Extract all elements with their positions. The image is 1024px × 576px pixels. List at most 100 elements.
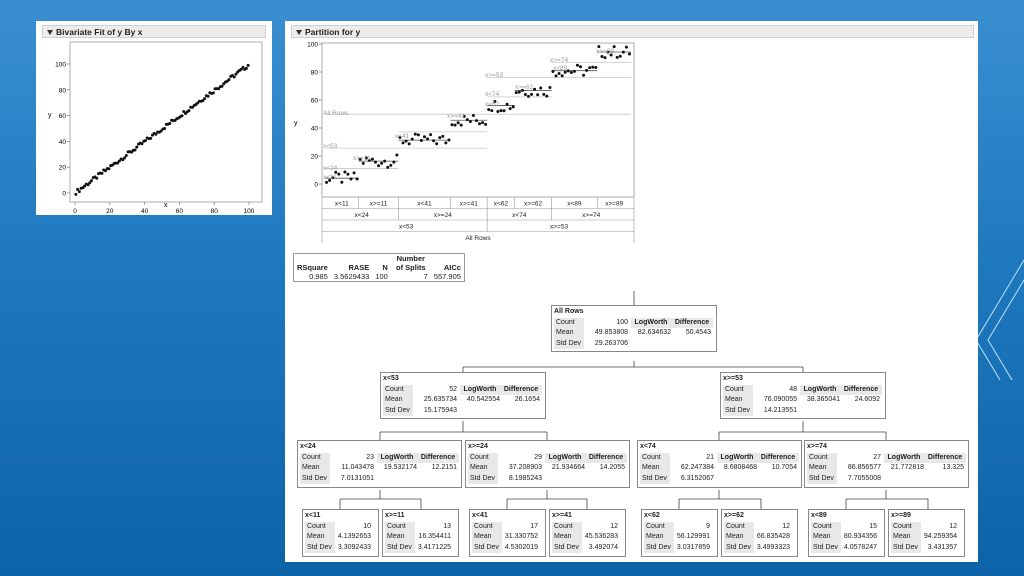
mean-label: Mean bbox=[300, 463, 330, 474]
partition-point bbox=[435, 142, 439, 146]
partition-point bbox=[523, 93, 527, 97]
tree-leaf-x-ge-62[interactable]: x>=62 Count 12 Mean 66.835428 Std Dev 3.499… bbox=[721, 509, 798, 557]
partition-point bbox=[471, 114, 475, 118]
std-value: 4.5302019 bbox=[504, 543, 538, 551]
partition-point bbox=[560, 74, 564, 78]
logworth-header: LogWorth bbox=[545, 452, 585, 463]
axis-split-label: x<24 bbox=[355, 212, 370, 219]
partition-point bbox=[554, 74, 558, 78]
partition-point bbox=[367, 158, 371, 162]
scatter-point bbox=[206, 94, 210, 98]
axis-split-label: x<11 bbox=[335, 201, 349, 208]
label-x-lt-62: x<62 bbox=[485, 101, 500, 108]
disclosure-icon[interactable] bbox=[47, 30, 53, 36]
partition-point bbox=[346, 172, 350, 176]
count-value: 12 bbox=[782, 522, 790, 530]
count-value: 48 bbox=[789, 385, 797, 393]
difference-header: Difference bbox=[757, 452, 799, 463]
count-label: Count bbox=[300, 452, 330, 463]
scatter-point bbox=[76, 187, 80, 191]
tree-leaf-x-ge-11[interactable]: x>=11 Count 13 Mean 16.354411 Std Dev 3.417… bbox=[382, 509, 459, 557]
scatter-point bbox=[86, 183, 90, 187]
node-title: x<89 bbox=[811, 512, 827, 519]
partition-point bbox=[373, 160, 377, 164]
summary-value-rsquare: 0.985 bbox=[309, 272, 328, 281]
summary-header-rase: RASE bbox=[348, 263, 370, 272]
partition-point bbox=[462, 114, 466, 118]
std-value: 15.175943 bbox=[423, 406, 457, 414]
label-x-ge-11: x>=11 bbox=[353, 155, 371, 162]
logworth-value: 82.634632 bbox=[637, 329, 671, 336]
partition-point bbox=[450, 123, 454, 127]
partition-point bbox=[563, 70, 567, 74]
mean-label: Mean bbox=[640, 463, 670, 474]
partition-y-tick-label: 100 bbox=[307, 42, 318, 49]
scatter-point bbox=[124, 153, 128, 157]
mean-value: 25.635734 bbox=[423, 396, 457, 403]
partition-point bbox=[542, 92, 546, 96]
tree-leaf-x-ge-41[interactable]: x>=41 Count 12 Mean 45.536283 Std Dev 3.492… bbox=[549, 509, 626, 557]
node-title: x>=53 bbox=[723, 375, 743, 382]
bivariate-title: Bivariate Fit of y By x bbox=[56, 27, 143, 37]
tree-leaf-x-lt-41[interactable]: x<41 Count 17 Mean 31.330752 Std Dev 4.5302… bbox=[469, 509, 546, 557]
disclosure-icon[interactable] bbox=[296, 30, 302, 36]
partition-point bbox=[352, 171, 356, 175]
partition-point bbox=[585, 68, 589, 72]
partition-point bbox=[526, 94, 530, 98]
mean-label: Mean bbox=[554, 328, 584, 339]
mean-value: 31.330752 bbox=[504, 533, 538, 540]
tree-node-x-ge-74[interactable]: x>=74 Count 27 LogWorth Difference Mean 86.8… bbox=[804, 440, 969, 488]
tree-node-x-lt-24[interactable]: x<24 Count 23 LogWorth Difference Mean 11.04… bbox=[297, 440, 462, 488]
count-value: 100 bbox=[616, 318, 628, 326]
logworth-value: 21.772818 bbox=[890, 464, 924, 471]
bivariate-panel: Bivariate Fit of y By x 0 20 40 60 80 100 0 20… bbox=[36, 21, 272, 215]
tree-leaf-x-lt-11[interactable]: x<11 Count 10 Mean 4.1392653 Std Dev 3.3092… bbox=[302, 509, 379, 557]
count-label: Count bbox=[554, 317, 584, 328]
partition-point bbox=[389, 163, 393, 167]
count-value: 17 bbox=[530, 522, 538, 530]
tree-node-x-ge-53[interactable]: x>=53 Count 48 LogWorth Difference Mean 76.0… bbox=[720, 372, 886, 419]
count-label: Count bbox=[640, 452, 670, 463]
scatter-point bbox=[116, 161, 120, 165]
axis-split-label: x<89 bbox=[567, 201, 582, 208]
count-label: Count bbox=[385, 521, 415, 532]
scatter-point bbox=[123, 156, 127, 160]
partition-point bbox=[484, 122, 488, 126]
tree-node-x-ge-24[interactable]: x>=24 Count 29 LogWorth Difference Mean 37.2… bbox=[465, 440, 630, 488]
tree-node-x-lt-74[interactable]: x<74 Count 21 LogWorth Difference Mean 62.24… bbox=[637, 440, 802, 488]
node-title: x<41 bbox=[472, 512, 488, 519]
tree-leaf-x-ge-89[interactable]: x>=89 Count 12 Mean 94.259354 Std Dev 3.431… bbox=[888, 509, 965, 557]
scatter-point bbox=[187, 109, 191, 113]
tree-node-x-lt-53[interactable]: x<53 Count 52 LogWorth Difference Mean 25.63… bbox=[380, 372, 546, 419]
std-label: Std Dev bbox=[891, 542, 921, 553]
summary-value-rase: 3.5629433 bbox=[333, 272, 370, 281]
partition-point bbox=[478, 122, 482, 126]
scatter-point bbox=[246, 63, 250, 67]
std-label: Std Dev bbox=[640, 473, 670, 484]
node-title: x<24 bbox=[300, 443, 316, 450]
tree-leaf-x-lt-89[interactable]: x<89 Count 15 Mean 80.934356 Std Dev 4.0578… bbox=[808, 509, 885, 557]
node-title: x>=24 bbox=[468, 443, 488, 450]
scatter-point bbox=[74, 192, 78, 196]
count-value: 10 bbox=[363, 522, 371, 530]
mean-value: 80.934356 bbox=[843, 533, 877, 540]
bivariate-header[interactable]: Bivariate Fit of y By x bbox=[42, 25, 266, 38]
std-value: 6.3152067 bbox=[680, 474, 714, 482]
partition-point bbox=[355, 177, 359, 181]
bivariate-x-tick-label: 60 bbox=[176, 208, 184, 215]
partition-point bbox=[358, 157, 362, 161]
scatter-point bbox=[135, 145, 139, 149]
mean-label: Mean bbox=[811, 532, 841, 543]
std-label: Std Dev bbox=[468, 473, 498, 484]
partition-point bbox=[383, 159, 387, 163]
partition-plot: 0 20 40 60 80 100 y All Rows x<53 x<24 x<11 x… bbox=[294, 42, 635, 243]
scatter-point bbox=[190, 105, 194, 109]
partition-point bbox=[370, 157, 374, 161]
difference-header: Difference bbox=[924, 452, 966, 463]
count-value: 12 bbox=[949, 522, 957, 530]
tree-leaf-x-lt-62[interactable]: x<62 Count 9 Mean 56.129991 Std Dev 3.03178… bbox=[641, 509, 718, 557]
axis-split-label: x>=41 bbox=[460, 201, 478, 208]
tree-node-all-rows[interactable]: All Rows Count 100 LogWorth Difference Mean… bbox=[551, 305, 717, 352]
partition-header[interactable]: Partition for y bbox=[291, 25, 974, 38]
difference-header: Difference bbox=[840, 384, 882, 395]
